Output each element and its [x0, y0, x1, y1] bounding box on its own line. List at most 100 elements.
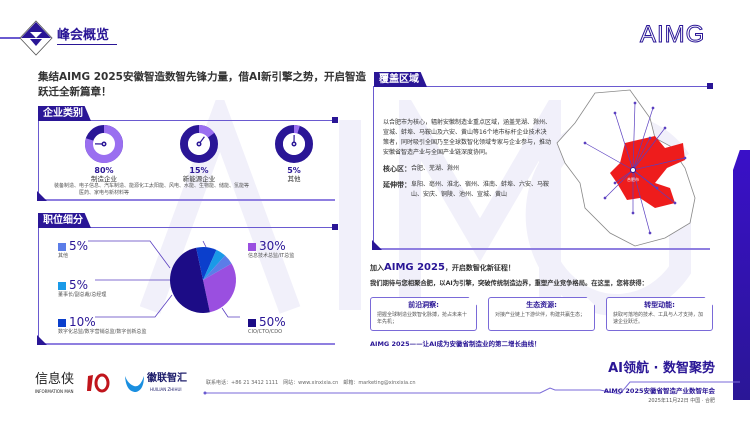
map-radial-line [632, 157, 686, 171]
position-pie-chart [88, 240, 240, 318]
coverage-text: 以合肥市为核心，辐射安徽制造业重点区域，涵盖芜湖、滁州、宣城、蚌埠、马鞍山及六安… [383, 118, 551, 200]
benefit-card: 前沿洞察: 把握全球制造业数智化脉搏，抢占未来十年先机； [370, 297, 477, 331]
positions-box [37, 224, 338, 345]
enterprise-item-manufacturing: 80% 制造企业 装备制造、电子信息、汽车制造、能源化工、医药、家电与新材料等 [54, 166, 154, 197]
enterprise-box [37, 117, 338, 201]
pie-leader-line [95, 294, 173, 318]
enterprise-pct: 5% [287, 166, 301, 175]
pie-slice [203, 249, 226, 280]
decor-bar [733, 150, 750, 400]
join-desc: 我们期待与您相聚合肥，以AI为引擎，突破传统制造边界，重塑产业竞争格局。在这里，… [370, 280, 648, 287]
map-city-dot [613, 181, 617, 185]
map-radial-line [632, 102, 636, 171]
map-radial-line [614, 169, 634, 184]
card-text: 把握全球制造业数智化脉搏，抢占未来十年先机； [377, 312, 468, 325]
card-text: 对接产业链上下游伙伴，构建共赢生态； [495, 312, 586, 318]
anniversary-logo-icon [87, 373, 110, 393]
donut-hub-center [198, 143, 200, 145]
logo-infoman-en: INFORMATION MAN [35, 389, 74, 394]
card-title: 前沿洞察: [408, 301, 439, 309]
pie-slice [170, 247, 210, 313]
position-legend-cio: 50% CIO/CTO/CDO [248, 316, 286, 336]
huilian-logo-icon [125, 376, 144, 392]
map-radial-line [632, 137, 651, 171]
legend-name: 董事长/副总裁/总经理 [58, 292, 107, 298]
map-city-dot [663, 126, 667, 130]
enterprise-pct: 15% [189, 166, 209, 175]
map-city-dot [673, 201, 677, 205]
donut-charts [85, 125, 313, 164]
enterprise-tab: 企业类别 [38, 106, 91, 121]
enterprise-pct: 80% [94, 166, 114, 175]
ext-label: 延伸带： [383, 181, 411, 189]
join-prefix: 加入 [370, 264, 384, 272]
position-legend-it: 30% 信息技术总监/IT总监 [248, 240, 294, 260]
legend-name: CIO/CTO/CDO [248, 329, 283, 335]
legend-pct: 5% [69, 239, 89, 253]
card-title: 转型动能: [644, 301, 675, 309]
join-line: 加入AIMG 2025，开启数智化新征程！ [370, 262, 515, 274]
slogan: AIMG 2025——让AI成为安徽省制造业的第二增长曲线！ [370, 340, 541, 348]
map-city-dot [633, 101, 637, 105]
header-line [0, 37, 20, 39]
map-radial-line [614, 112, 634, 171]
map-city-dot [583, 141, 587, 145]
enterprise-desc: 太阳能、风电、水能、生物能、储能、氢能等 [149, 183, 250, 189]
join-event: AIMG 2025 [384, 262, 445, 273]
legend-name: 数字化总监/数字营销总监/数字创新总监 [58, 329, 147, 335]
legend-pct: 10% [69, 315, 96, 329]
pie-leader-line [221, 307, 240, 318]
core-zone: 核心区： 合肥、芜湖、滁州 [383, 164, 551, 174]
brand-logo: AIMG [639, 21, 706, 48]
logo-diamond-icon [19, 20, 53, 56]
legend-name: 信息技术总监/IT总监 [248, 253, 295, 259]
map-center-label: 合肥市 [627, 176, 639, 182]
card-text: 获取可落地的技术、工具与人才支持，加速企业跃迁。 [613, 312, 704, 325]
position-legend-other: 5% 其他 [58, 240, 88, 260]
map-radial-line [584, 142, 634, 171]
core-value: 合肥、芜湖、滁州 [411, 165, 460, 172]
map-city-dot [651, 106, 655, 110]
event-date: 2025年11月22日 中国 · 合肥 [648, 398, 715, 404]
legend-pct: 50% [259, 315, 286, 329]
map-city-dot [655, 186, 659, 190]
enterprise-name: 制造企业 [91, 175, 117, 183]
map-city-dot [648, 231, 652, 235]
coverage-box [372, 83, 713, 250]
event-name: AIMG 2025安徽省智造产业数智年会 [603, 387, 715, 395]
map-city-dot [613, 111, 617, 115]
logo-huilian-en: HUILIAN ZHIHUI [150, 387, 182, 392]
pie-slice [196, 247, 217, 280]
map-city-dot [648, 136, 652, 140]
enterprise-desc: 装备制造、电子信息、汽车制造、能源化工、医药、家电与新材料等 [54, 183, 155, 196]
pie-leader-line [88, 240, 171, 269]
anhui-map: 合肥市 [556, 89, 696, 247]
positions-tab: 职位细分 [38, 213, 91, 228]
pie-leader-line [202, 240, 207, 248]
card-title: 生态资源: [526, 301, 557, 309]
legend-name: 其他 [58, 253, 69, 259]
join-suffix: ，开启数智化新征程！ [444, 264, 515, 272]
benefit-card: 生态资源: 对接产业链上下游伙伴，构建共赢生态； [488, 297, 595, 331]
map-city-dot [603, 196, 607, 200]
donut-hub-center [103, 143, 105, 145]
map-city-dot [631, 211, 635, 215]
section-title: 峰会概览 [57, 28, 118, 45]
position-legend-ceo: 5% 董事长/副总裁/总经理 [58, 279, 106, 299]
enterprise-item-other: 5% 其他 [244, 166, 344, 183]
map-radial-line [632, 127, 666, 171]
legend-pct: 30% [259, 239, 286, 253]
core-label: 核心区： [383, 165, 411, 173]
tagline: AI领航 · 数智聚势 [608, 361, 715, 376]
map-city-dot [683, 156, 687, 160]
legend-pct: 5% [69, 278, 89, 292]
extension-zone: 延伸带： 阜阳、亳州、淮北、宿州、淮南、蚌埠、六安、马鞍山、安庆、铜陵、池州、宣城… [383, 180, 551, 200]
coverage-desc: 以合肥市为核心，辐射安徽制造业重点区域，涵盖芜湖、滁州、宣城、蚌埠、马鞍山及六安… [383, 119, 552, 156]
map-radial-line [632, 169, 651, 234]
donut-hub-center [293, 143, 295, 145]
headline: 集结AIMG 2025安徽智造数智先锋力量，借AI新引擎之势，开启智造跃迁全新篇… [38, 71, 367, 98]
logo-infoman: 信息侠 [35, 372, 75, 387]
enterprise-name: 新能源企业 [182, 175, 216, 183]
map-radial-line [632, 107, 654, 171]
benefit-card: 转型动能: 获取可落地的技术、工具与人才支持，加速企业跃迁。 [606, 297, 713, 331]
